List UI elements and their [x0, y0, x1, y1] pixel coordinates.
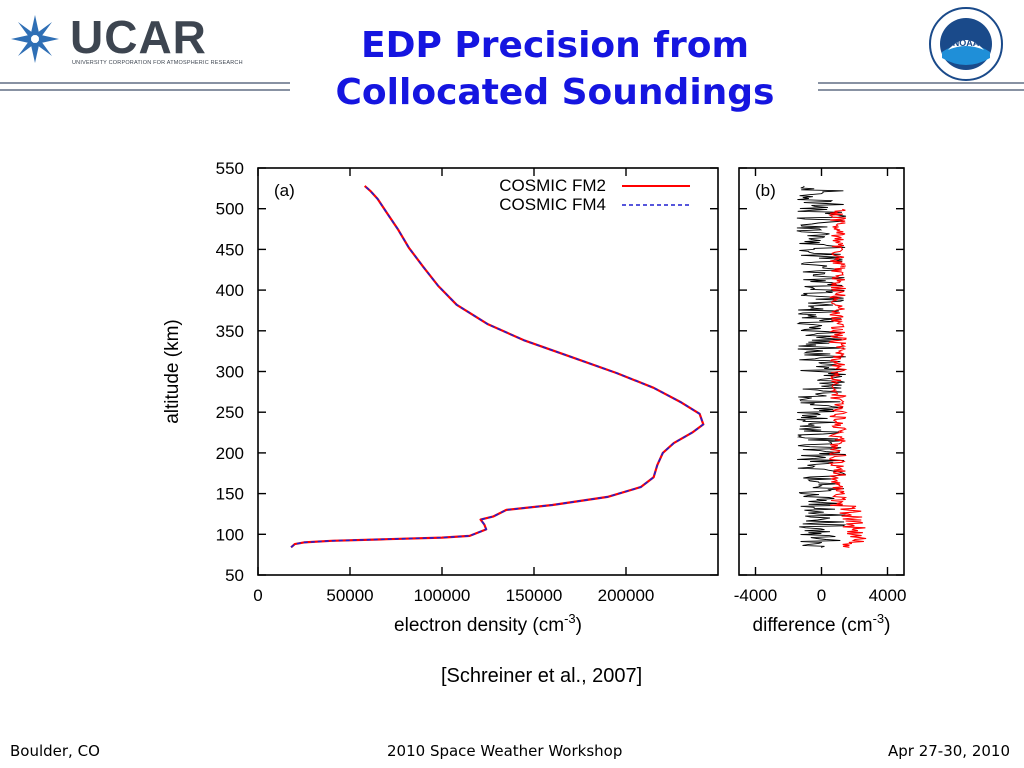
y-tick-label: 50 [225, 566, 244, 585]
x-axis-label-a: electron density (cm-3) [394, 611, 582, 636]
footer-dates: Apr 27-30, 2010 [887, 742, 1010, 760]
difference-series-red [827, 208, 867, 548]
noaa-emblem-icon: NOAA [929, 7, 1003, 81]
ucar-wordmark: UCAR [70, 11, 207, 63]
x-axis-label-a-text: electron density (cm [394, 615, 564, 636]
panel-b-series [796, 185, 867, 548]
panel-a-label: (a) [274, 181, 295, 200]
y-tick-label: 100 [216, 525, 244, 544]
title-rule-left [0, 82, 290, 91]
x-tick-label: 0 [253, 586, 262, 605]
panel-b-label: (b) [755, 181, 776, 200]
ucar-logo: UCAR UNIVERSITY CORPORATION FOR ATMOSPHE… [10, 10, 243, 70]
chart-area: 50 100 150 200 250 300 350 400 450 500 550 0 50000 10… [150, 150, 930, 645]
citation: [Schreiner et al., 2007] [441, 665, 643, 687]
ucar-subtitle: UNIVERSITY CORPORATION FOR ATMOSPHERIC R… [72, 60, 243, 66]
x-tick-label: 150000 [506, 586, 563, 605]
y-tick-label: 200 [216, 444, 244, 463]
y-tick-label: 400 [216, 281, 244, 300]
panel-a-frame [257, 167, 719, 576]
y-tick-label: 450 [216, 240, 244, 259]
y-tick-label: 500 [216, 200, 244, 219]
y-tick-label: 550 [216, 159, 244, 178]
panel-b-ticks: -4000 0 4000 [734, 167, 907, 605]
noaa-logo: NOAA [928, 6, 1004, 82]
x-axis-label-b-text: difference (cm [753, 615, 873, 636]
legend-label: COSMIC FM2 [499, 176, 606, 195]
x-axis-label-a-tail: ) [576, 615, 582, 636]
x-tick-label: 100000 [414, 586, 471, 605]
panel-a: 50 100 150 200 250 300 350 400 450 500 550 0 50000 10… [162, 159, 719, 636]
noaa-wordmark: NOAA [953, 38, 980, 48]
title-line-1: EDP Precision from [361, 25, 749, 66]
b-x-tick-label: 4000 [869, 586, 907, 605]
series-line-fm2 [290, 185, 705, 549]
y-tick-label: 300 [216, 363, 244, 382]
y-tick-label: 250 [216, 403, 244, 422]
x-axis-label-b-sup: -3 [873, 611, 885, 626]
footer-location: Boulder, CO [10, 742, 100, 760]
title-line-2: Collocated Soundings [335, 72, 775, 113]
b-x-tick-label: 0 [817, 586, 826, 605]
y-axis-label: altitude (km) [162, 319, 183, 424]
x-axis-label-a-sup: -3 [564, 611, 576, 626]
panel-b: -4000 0 4000 (b) difference (cm-3) [734, 167, 907, 636]
y-axis-label-text: altitude (km) [162, 319, 183, 424]
y-tick-label: 350 [216, 322, 244, 341]
series-line-fm4 [290, 185, 705, 548]
slide-title: EDP Precision from Collocated Soundings [300, 22, 810, 116]
panel-a-ticks: 50 100 150 200 250 300 350 400 450 500 550 0 50000 10… [216, 159, 718, 605]
edp-chart: 50 100 150 200 250 300 350 400 450 500 550 0 50000 10… [162, 159, 907, 636]
ucar-star-icon [11, 15, 59, 63]
x-axis-label-b: difference (cm-3) [753, 611, 891, 636]
x-tick-label: 50000 [326, 586, 373, 605]
title-rule-right [818, 82, 1024, 91]
footer-event: 2010 Space Weather Workshop [387, 742, 623, 760]
y-tick-label: 150 [216, 485, 244, 504]
x-tick-label: 200000 [598, 586, 655, 605]
b-x-tick-label: -4000 [734, 586, 777, 605]
x-axis-label-b-tail: ) [884, 615, 890, 636]
panel-a-series [290, 185, 705, 549]
legend-label: COSMIC FM4 [499, 195, 606, 214]
